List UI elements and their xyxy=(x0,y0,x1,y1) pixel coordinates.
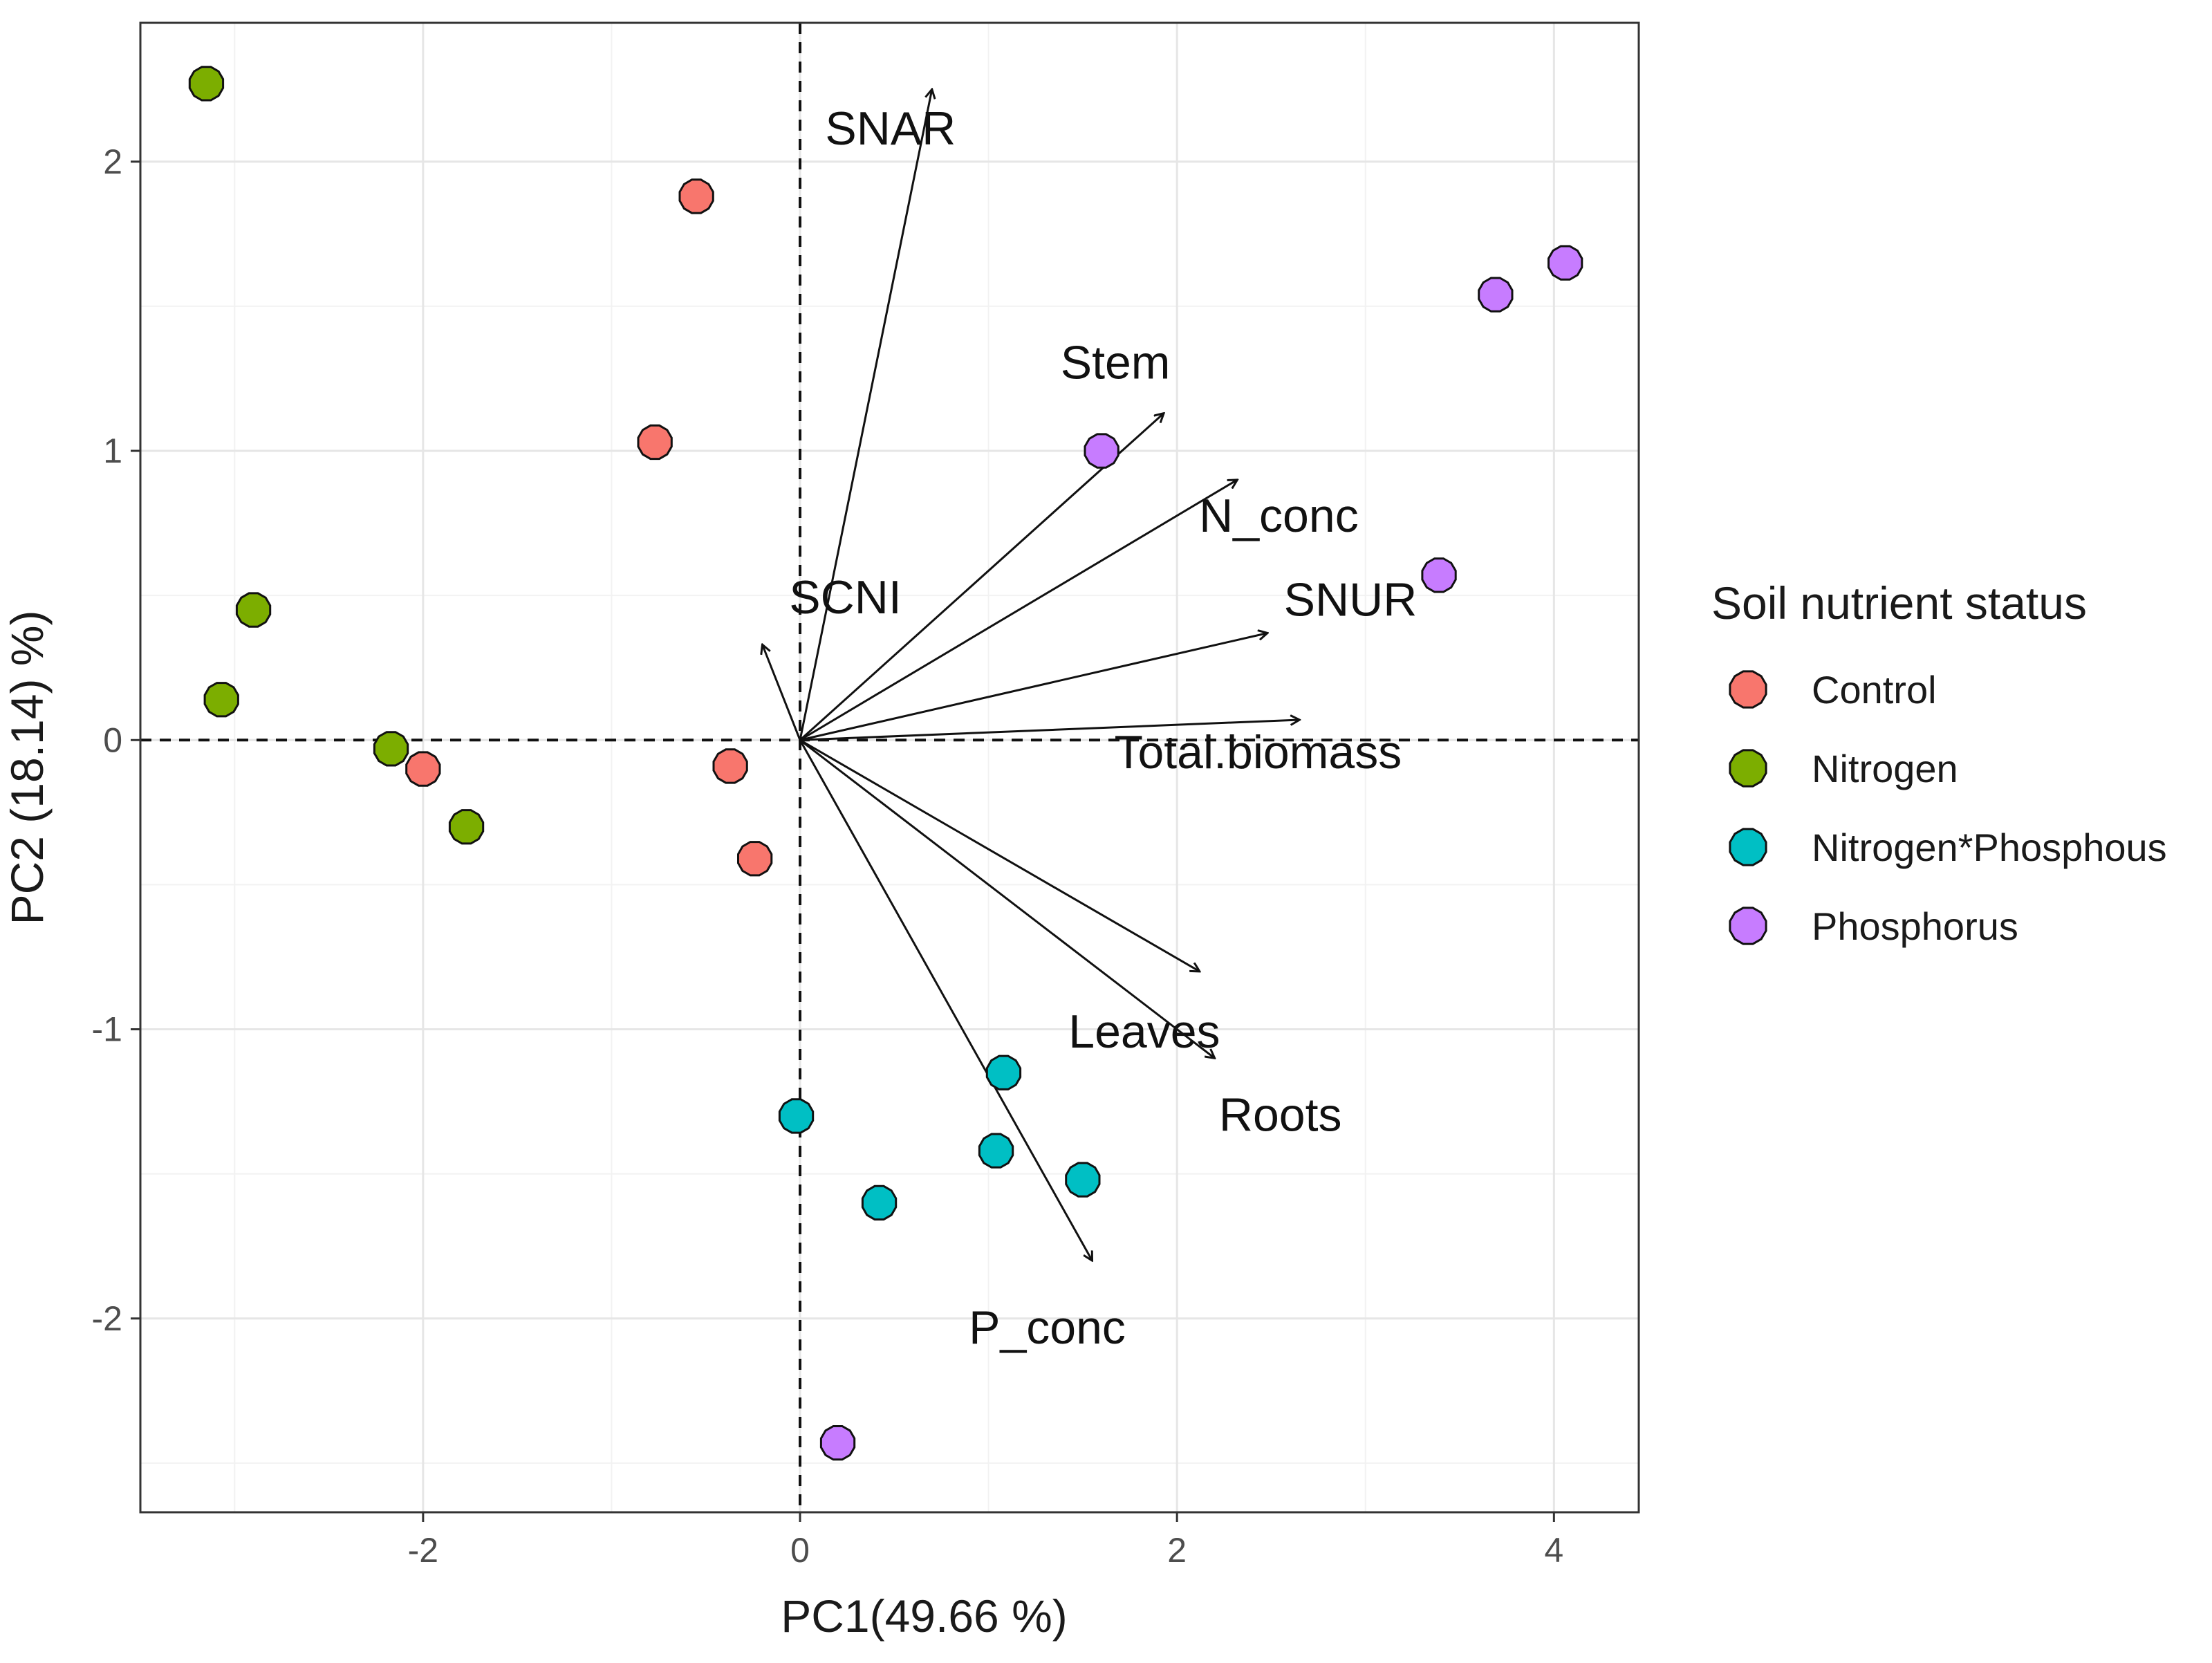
x-tick-label: 2 xyxy=(1167,1531,1187,1570)
loading-arrow-leaves xyxy=(799,738,1200,972)
data-point-control xyxy=(712,748,748,784)
y-tick-label: -1 xyxy=(92,1010,122,1049)
data-point-nitrogen xyxy=(373,731,409,767)
data-point-phosphorus xyxy=(819,1425,856,1461)
data-point-nitrogen xyxy=(188,66,225,102)
reference-lines xyxy=(140,23,1639,1512)
legend-key-nitrogen xyxy=(1729,749,1767,788)
data-point-phosphorus xyxy=(1478,277,1514,313)
data-point-nitrogen xyxy=(448,809,485,845)
y-tick-label: 1 xyxy=(103,431,122,470)
data-point-phosphorus xyxy=(1421,557,1457,593)
data-point-control xyxy=(678,178,714,214)
x-tick-label: 4 xyxy=(1544,1531,1563,1570)
x-axis-title: PC1(49.66 %) xyxy=(781,1590,1068,1642)
loading-vectors xyxy=(763,89,1300,1261)
data-point-phosphorus xyxy=(1548,245,1583,281)
legend-label-nitrogen: Nitrogen xyxy=(1812,747,1958,790)
loading-arrow-snar xyxy=(799,89,932,741)
loading-label-total-biomass: Total.biomass xyxy=(1114,726,1402,779)
legend-key-control xyxy=(1729,670,1767,709)
loading-arrow-n-conc xyxy=(799,480,1237,741)
loading-label-scni: SCNI xyxy=(789,571,901,624)
score-points xyxy=(188,66,1583,1461)
loading-label-leaves: Leaves xyxy=(1068,1005,1220,1058)
data-point-control xyxy=(637,424,673,461)
data-point-nitrogen-phosphous xyxy=(978,1133,1014,1169)
data-point-control xyxy=(405,751,441,787)
legend-key-nitrogen-phosphous xyxy=(1729,828,1767,866)
loading-arrow-p-conc xyxy=(799,739,1092,1261)
loading-label-roots: Roots xyxy=(1219,1088,1342,1141)
legend-label-phosphorus: Phosphorus xyxy=(1812,904,2018,948)
y-tick-label: 2 xyxy=(103,142,122,181)
x-tick-label: -2 xyxy=(408,1531,438,1570)
y-tick-label: -2 xyxy=(92,1299,122,1338)
data-point-nitrogen-phosphous xyxy=(778,1098,815,1134)
loading-label-stem: Stem xyxy=(1061,337,1171,389)
legend-key-phosphorus xyxy=(1729,907,1767,945)
data-point-nitrogen xyxy=(235,592,272,628)
panel-border xyxy=(139,21,1640,1514)
loading-label-snur: SNUR xyxy=(1284,574,1418,626)
data-point-nitrogen-phosphous xyxy=(985,1055,1022,1090)
y-tick-label: 0 xyxy=(103,721,122,759)
legend-label-control: Control xyxy=(1812,668,1937,712)
loading-arrow-total-biomass xyxy=(799,720,1299,741)
loading-arrow-scni xyxy=(763,644,801,741)
data-point-phosphorus xyxy=(1084,433,1119,469)
axis-ticks: -2 0 2 4 -2 -1 0 1 2 xyxy=(92,142,1564,1570)
x-tick-label: 0 xyxy=(790,1531,810,1570)
loading-label-snar: SNAR xyxy=(825,102,956,155)
data-point-control xyxy=(737,841,773,877)
loading-label-n-conc: N_conc xyxy=(1199,490,1359,542)
loading-arrow-snur xyxy=(799,633,1267,741)
loading-arrow-roots xyxy=(799,739,1215,1058)
data-point-nitrogen xyxy=(203,682,239,718)
legend: Soil nutrient status Control Nitrogen Nitr… xyxy=(1711,577,2167,948)
legend-label-nitrogen-phosphous: Nitrogen*Phosphous xyxy=(1812,826,2167,869)
data-point-nitrogen-phosphous xyxy=(861,1184,898,1221)
loading-label-p-conc: P_conc xyxy=(969,1301,1126,1354)
legend-title: Soil nutrient status xyxy=(1711,577,2087,629)
data-point-nitrogen-phosphous xyxy=(1065,1162,1101,1198)
y-axis-title: PC2 (18.14) %) xyxy=(1,611,53,925)
loading-labels: SNAR Stem N_conc SNUR SCNI Total.biomass Leave… xyxy=(789,102,1417,1354)
